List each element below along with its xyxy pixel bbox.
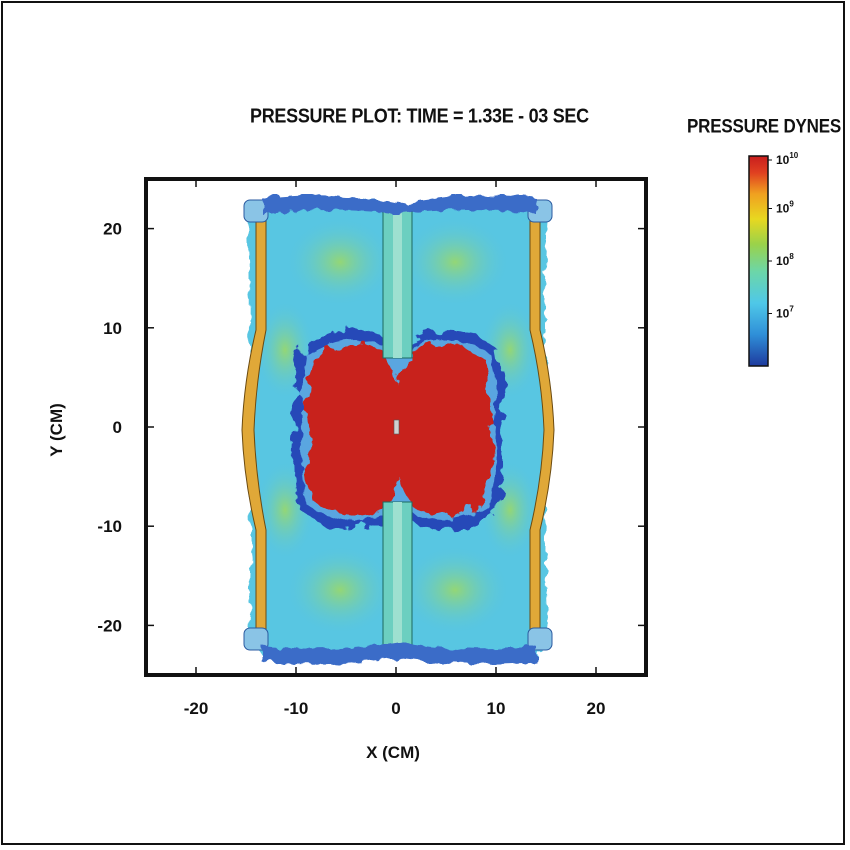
x-tick-label: 20: [587, 699, 606, 718]
x-axis-label: X (CM): [366, 743, 420, 762]
colorbar-tick-label: 108: [776, 252, 794, 268]
y-axis: 20 10 0 -10 -20: [97, 220, 646, 635]
chart-title: PRESSURE PLOT: TIME = 1.33E - 03 SEC: [250, 104, 589, 127]
x-tick-label: -10: [284, 699, 309, 718]
colorbar-tick-label: 1010: [776, 151, 799, 167]
y-axis-label: Y (CM): [47, 403, 66, 457]
x-tick-label: 10: [487, 699, 506, 718]
colorbar-title: PRESSURE DYNES: [687, 115, 842, 137]
y-tick-label: 0: [113, 418, 122, 437]
y-tick-label: -10: [97, 517, 122, 536]
y-tick-label: 20: [103, 220, 122, 239]
colorbar-tick-label: 107: [776, 305, 794, 321]
y-tick-label: -20: [97, 616, 122, 635]
y-tick-label: 10: [103, 319, 122, 338]
x-tick-label: -20: [184, 699, 209, 718]
colorbar: 1010 109 108 107: [748, 151, 799, 367]
x-axis: -20 -10 0 10 20: [184, 179, 606, 718]
colorbar-gradient: [748, 155, 769, 367]
x-tick-label: 0: [391, 699, 400, 718]
colorbar-tick-label: 109: [776, 200, 794, 216]
plot-area: [146, 179, 646, 675]
